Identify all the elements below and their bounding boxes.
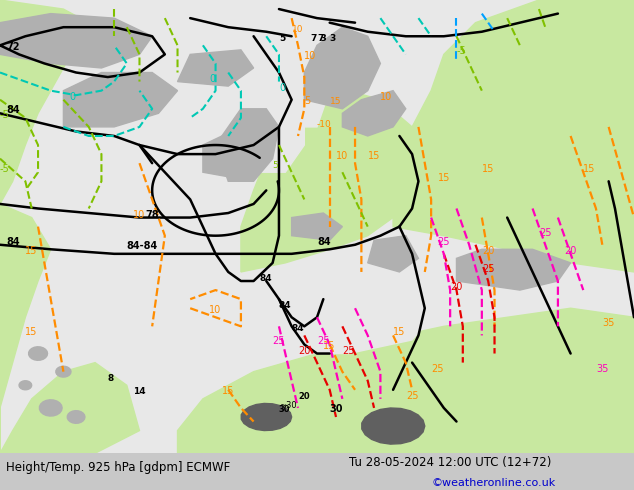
Text: 20: 20 bbox=[298, 392, 309, 401]
Text: -5: -5 bbox=[0, 164, 10, 174]
Text: 78: 78 bbox=[146, 210, 159, 220]
Text: 25: 25 bbox=[273, 337, 285, 346]
Polygon shape bbox=[342, 91, 406, 136]
Text: 84: 84 bbox=[6, 105, 20, 115]
Polygon shape bbox=[63, 73, 178, 127]
Text: 25: 25 bbox=[431, 364, 444, 374]
Text: 35: 35 bbox=[602, 318, 615, 328]
Polygon shape bbox=[67, 411, 85, 423]
Text: 15: 15 bbox=[368, 150, 380, 161]
Text: 15: 15 bbox=[323, 341, 336, 351]
Text: 10: 10 bbox=[304, 51, 316, 61]
Text: 25: 25 bbox=[539, 228, 552, 238]
Text: 84: 84 bbox=[292, 324, 304, 333]
Text: 7 3: 7 3 bbox=[311, 34, 327, 43]
Polygon shape bbox=[222, 109, 279, 181]
Polygon shape bbox=[304, 27, 380, 109]
Text: 10: 10 bbox=[292, 24, 303, 34]
Polygon shape bbox=[56, 366, 71, 377]
Text: 10: 10 bbox=[380, 92, 392, 102]
Text: -5: -5 bbox=[456, 47, 466, 56]
Polygon shape bbox=[242, 403, 292, 431]
Text: 30: 30 bbox=[279, 405, 290, 415]
Text: 3: 3 bbox=[330, 34, 336, 43]
Text: 84: 84 bbox=[279, 301, 292, 310]
Text: 35: 35 bbox=[596, 364, 609, 374]
Text: 84: 84 bbox=[317, 237, 330, 247]
Text: -10: -10 bbox=[317, 120, 332, 129]
Polygon shape bbox=[19, 381, 32, 390]
Text: 15: 15 bbox=[330, 97, 341, 106]
Polygon shape bbox=[241, 91, 431, 272]
Text: 10: 10 bbox=[133, 210, 145, 220]
Text: 5: 5 bbox=[279, 34, 285, 43]
Text: 15: 15 bbox=[437, 173, 450, 183]
Text: 8: 8 bbox=[108, 374, 114, 383]
Polygon shape bbox=[292, 213, 342, 240]
Polygon shape bbox=[178, 308, 634, 453]
Text: 20: 20 bbox=[298, 345, 311, 356]
Text: 10: 10 bbox=[336, 150, 348, 161]
Text: 72: 72 bbox=[6, 42, 20, 52]
Polygon shape bbox=[0, 204, 51, 453]
Text: Tu 28-05-2024 12:00 UTC (12+72): Tu 28-05-2024 12:00 UTC (12+72) bbox=[349, 456, 551, 469]
Text: 15: 15 bbox=[25, 246, 38, 256]
Polygon shape bbox=[39, 400, 62, 416]
Polygon shape bbox=[203, 136, 235, 177]
Polygon shape bbox=[368, 236, 418, 272]
Polygon shape bbox=[456, 249, 571, 290]
Text: 0: 0 bbox=[279, 83, 285, 93]
Text: 14: 14 bbox=[133, 387, 146, 396]
Text: 25: 25 bbox=[342, 345, 355, 356]
Text: 5: 5 bbox=[273, 161, 278, 170]
Text: 15: 15 bbox=[482, 164, 495, 174]
Polygon shape bbox=[393, 0, 634, 272]
Polygon shape bbox=[362, 408, 425, 444]
Text: 20: 20 bbox=[482, 246, 495, 256]
Text: -5: -5 bbox=[0, 110, 10, 120]
Text: 84: 84 bbox=[260, 274, 273, 283]
Polygon shape bbox=[0, 0, 89, 204]
Text: 25: 25 bbox=[437, 237, 450, 247]
Text: 25: 25 bbox=[317, 337, 330, 346]
Text: 84: 84 bbox=[6, 237, 20, 247]
Polygon shape bbox=[51, 249, 127, 318]
Text: Height/Temp. 925 hPa [gdpm] ECMWF: Height/Temp. 925 hPa [gdpm] ECMWF bbox=[6, 462, 231, 474]
Polygon shape bbox=[0, 363, 139, 453]
Text: 15: 15 bbox=[25, 327, 38, 338]
Text: 15: 15 bbox=[583, 164, 596, 174]
Text: 0: 0 bbox=[70, 92, 76, 102]
Text: 5: 5 bbox=[304, 96, 311, 106]
Text: 30: 30 bbox=[330, 404, 343, 415]
Text: ©weatheronline.co.uk: ©weatheronline.co.uk bbox=[431, 478, 555, 488]
Text: 15: 15 bbox=[393, 327, 406, 338]
Text: 25: 25 bbox=[406, 391, 418, 401]
Text: 20: 20 bbox=[450, 282, 463, 292]
Polygon shape bbox=[222, 281, 431, 354]
Text: ~30: ~30 bbox=[279, 401, 297, 410]
Polygon shape bbox=[0, 14, 152, 68]
Text: 20: 20 bbox=[564, 246, 577, 256]
Text: 15: 15 bbox=[222, 386, 235, 396]
Polygon shape bbox=[178, 50, 254, 86]
Polygon shape bbox=[266, 68, 330, 127]
Polygon shape bbox=[29, 347, 48, 360]
Text: 25: 25 bbox=[482, 264, 495, 274]
Text: 7: 7 bbox=[317, 34, 323, 43]
Text: 0: 0 bbox=[209, 74, 216, 84]
Text: 84-84: 84-84 bbox=[127, 241, 158, 251]
Polygon shape bbox=[241, 99, 304, 172]
Text: 10: 10 bbox=[209, 305, 221, 315]
